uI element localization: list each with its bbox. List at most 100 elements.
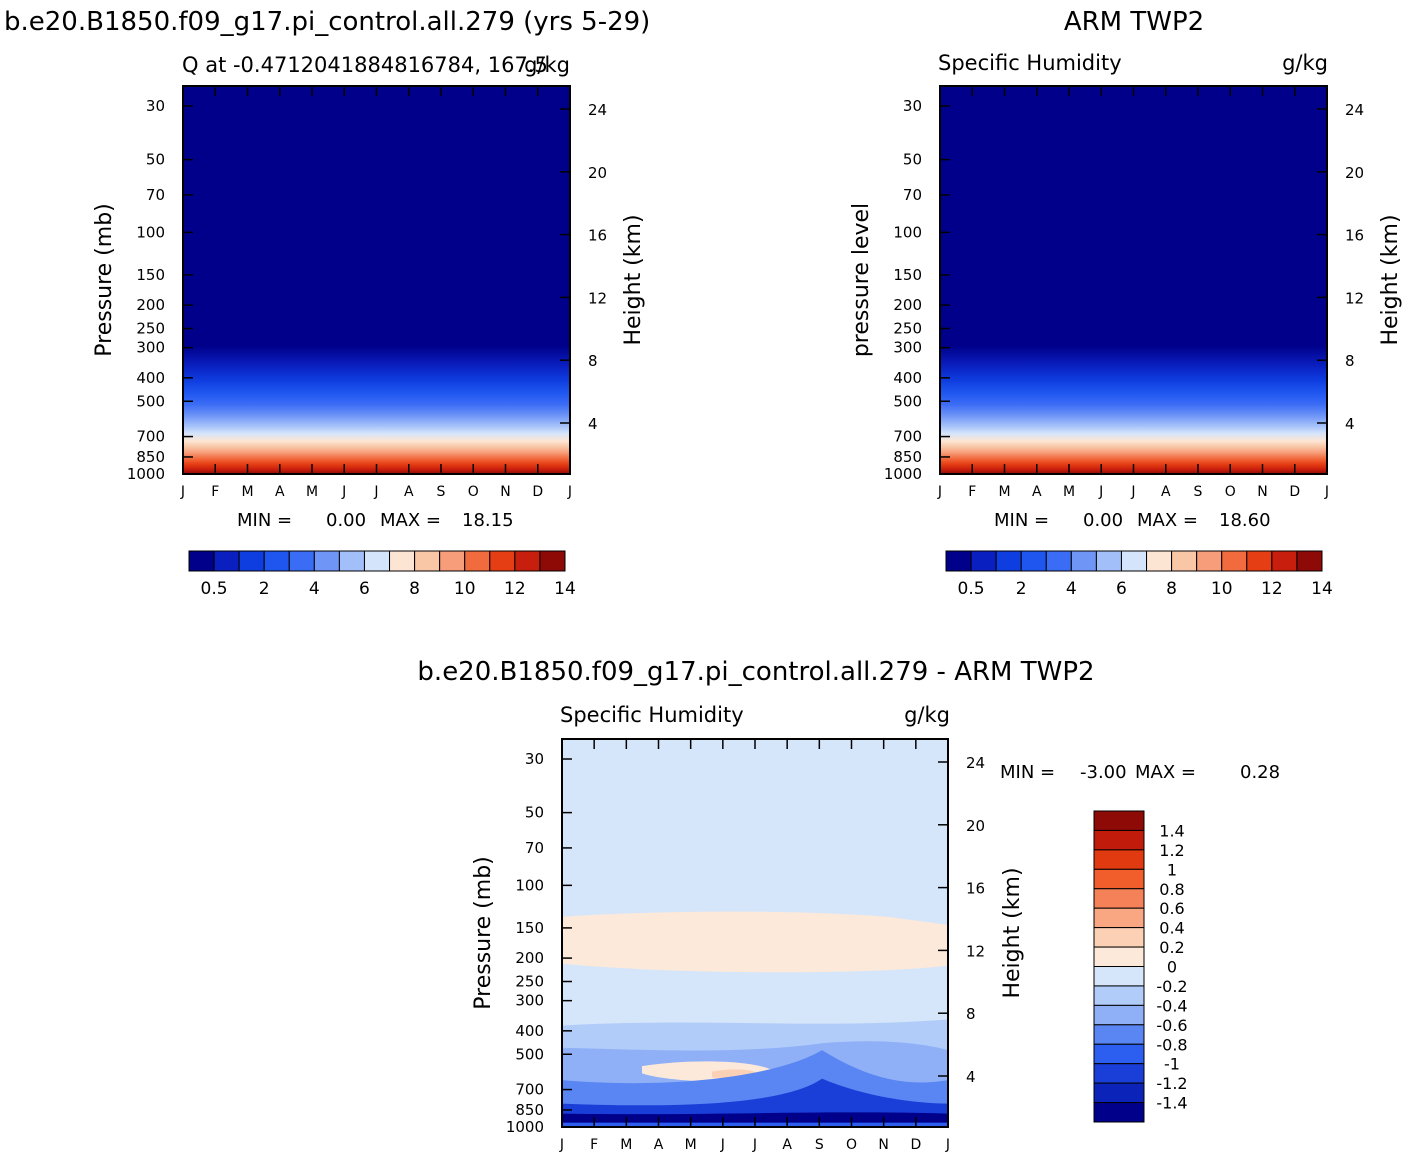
colorbar-cell [1070,550,1097,572]
x-tick-label: A [404,484,414,500]
colorbar-label: -0.4 [1156,996,1187,1015]
panel-1-colorbar: 0.5 2 4 6 8 10 12 14 [188,550,576,599]
colorbar-label: -1.4 [1156,1094,1187,1113]
colorbar-cell [1093,868,1145,890]
x-tick-label: D [1289,484,1300,500]
x-tick-label: J [1098,484,1103,500]
x-tick-label: O [1225,484,1236,500]
colorbar-cell [1093,966,1145,987]
panel-2-min-label: MIN = [994,510,1049,531]
y-tick-label: 400 [136,369,165,387]
x-tick-label: M [685,1137,697,1153]
x-tick-label: N [1257,484,1267,500]
x-tick-label: S [437,484,446,500]
panel-1-units: g/kg [524,53,570,77]
y-right-tick-label: 12 [966,942,985,960]
x-tick-label: J [567,484,572,500]
colorbar-cell [313,550,340,572]
x-tick-label: J [180,484,185,500]
y-tick-label: 400 [893,369,922,387]
panel-2-units: g/kg [1282,51,1328,75]
y-tick-label: 300 [136,339,165,357]
colorbar-label: 1 [1167,860,1177,879]
colorbar-cell [213,550,240,572]
panel-3-max-label: MAX = [1135,762,1196,783]
bottom-header: b.e20.B1850.f09_g17.pi_control.all.279 -… [417,657,1094,687]
y-tick-label: 100 [893,223,922,241]
y-tick-label: 850 [515,1101,544,1119]
colorbar-cell [1120,550,1148,572]
colorbar-cell [389,550,416,572]
panel-1-ylabel: Pressure (mb) [92,203,117,357]
y-tick-label: 1000 [506,1118,544,1136]
y-tick-label: 500 [515,1045,544,1063]
x-tick-label: M [998,484,1010,500]
panel-1-title: Q at -0.4712041884816784, 167.5 [182,53,548,77]
y-tick-label: 250 [893,320,922,338]
y-tick-label: 700 [893,428,922,446]
panel-1-ylabel-right: Height (km) [621,214,646,345]
colorbar-label: 0.6 [1159,899,1184,918]
colorbar-cell [1093,927,1145,948]
x-tick-label: J [937,484,942,500]
y-right-tick-label: 16 [588,227,607,245]
colorbar-label: 4 [1066,579,1077,599]
x-tick-label: D [910,1137,921,1153]
colorbar-cell [1093,810,1145,831]
x-tick-label: A [275,484,285,500]
x-tick-label: A [654,1137,664,1153]
x-tick-label: F [211,484,219,500]
colorbar-cell [188,550,215,572]
top-right-header: ARM TWP2 [1064,7,1204,37]
colorbar-cell [1093,849,1145,870]
x-tick-label: J [373,484,378,500]
x-tick-label: J [341,484,346,500]
colorbar-label: 0.5 [201,579,228,599]
colorbar-cell [1093,907,1145,929]
y-right-tick-label: 20 [588,164,607,182]
x-tick-label: N [878,1137,888,1153]
panel-3-units: g/kg [904,703,950,727]
x-tick-label: J [752,1137,757,1153]
y-tick-label: 200 [136,296,165,314]
colorbar-label: 8 [409,579,420,599]
colorbar-cell [263,550,290,572]
panel-1-max-value: 18.15 [462,510,514,531]
colorbar-label: 10 [1211,579,1233,599]
colorbar-label: 12 [1261,579,1283,599]
x-tick-label: S [815,1137,824,1153]
y-right-tick-label: 8 [1345,352,1355,370]
y-tick-label: 200 [515,949,544,967]
y-right-tick-label: 8 [966,1005,976,1023]
colorbar-cell [1196,550,1223,572]
colorbar-cell [1093,1024,1145,1045]
panel-2-min-value: 0.00 [1083,510,1123,531]
colorbar-label: 0.5 [958,579,985,599]
panel-3-title: Specific Humidity [560,703,744,727]
colorbar-label: -1 [1164,1055,1180,1074]
colorbar-cell [338,550,365,572]
colorbar-label: 2 [1016,579,1027,599]
colorbar-label: -1.2 [1156,1074,1187,1093]
y-tick-label: 150 [515,919,544,937]
colorbar-cell [1146,550,1173,572]
panel-2-max-label: MAX = [1137,510,1198,531]
colorbar-cell [489,550,516,572]
y-tick-label: 500 [136,392,165,410]
x-tick-label: S [1194,484,1203,500]
colorbar-cell [439,550,466,572]
y-right-tick-label: 24 [1345,101,1364,119]
x-tick-label: J [559,1137,564,1153]
y-tick-label: 30 [903,97,922,115]
x-tick-label: M [1063,484,1075,500]
panel-2: Specific Humidity g/kg J F M A M J J A S O N D J 30 50… [849,51,1403,599]
y-right-tick-label: 24 [588,101,607,119]
y-tick-label: 200 [893,296,922,314]
y-tick-label: 30 [525,750,544,768]
panel-3-max-value: 0.28 [1240,762,1280,783]
y-tick-label: 50 [525,804,544,822]
y-right-tick-label: 16 [1345,227,1364,245]
colorbar-label: -0.6 [1156,1016,1187,1035]
colorbar-cell [1171,550,1198,572]
